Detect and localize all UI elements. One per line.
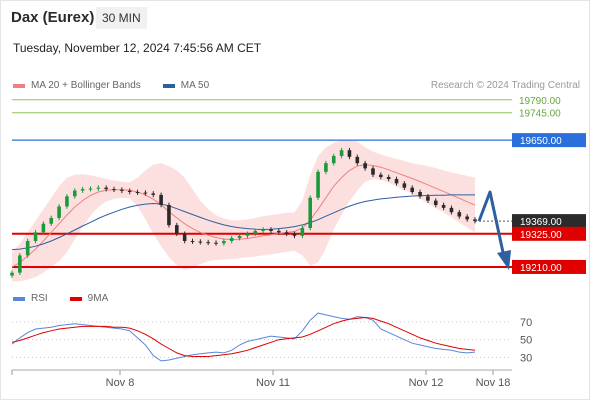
ma50-line bbox=[11, 194, 475, 251]
candle-body bbox=[229, 238, 234, 241]
candle-body bbox=[237, 235, 242, 239]
candle-body bbox=[465, 216, 469, 220]
level-label: 19650.00 bbox=[520, 136, 562, 147]
bollinger-band bbox=[12, 139, 475, 282]
level-label: 19325.00 bbox=[520, 230, 562, 241]
ma20-swatch bbox=[13, 83, 25, 88]
level-label: 19790.00 bbox=[519, 96, 561, 107]
candle-body bbox=[441, 204, 446, 208]
candle-body bbox=[433, 200, 438, 205]
candle-body bbox=[65, 196, 69, 207]
candle-body bbox=[449, 207, 454, 213]
candle-body bbox=[284, 232, 289, 234]
level-tag bbox=[512, 133, 586, 148]
candle-body bbox=[300, 228, 305, 236]
candle-body bbox=[363, 163, 367, 169]
ma50-swatch bbox=[162, 83, 175, 88]
legend-rsi-label: RSI bbox=[31, 293, 48, 304]
rsi-tick-label: 30 bbox=[520, 352, 532, 364]
candle-body bbox=[308, 197, 313, 229]
candle-body bbox=[386, 177, 391, 180]
candle-body bbox=[72, 190, 77, 197]
candle-body bbox=[245, 233, 250, 236]
candle-body bbox=[222, 241, 226, 244]
candle-body bbox=[418, 192, 422, 197]
candle-body bbox=[120, 189, 124, 191]
candle-body bbox=[214, 242, 218, 244]
candle-body bbox=[18, 255, 22, 273]
candle-body bbox=[198, 241, 203, 243]
candle-body bbox=[394, 179, 399, 184]
candle-body bbox=[159, 194, 163, 205]
candle-body bbox=[190, 241, 195, 242]
x-tick-label: Nov 12 bbox=[409, 377, 444, 389]
candle-body bbox=[277, 230, 281, 233]
candle-body bbox=[457, 212, 462, 217]
candle-body bbox=[112, 189, 116, 191]
candle-body bbox=[331, 155, 336, 164]
candle-body bbox=[402, 183, 407, 188]
candle-body bbox=[174, 225, 179, 234]
level-tag bbox=[512, 226, 586, 241]
candle-body bbox=[324, 163, 328, 172]
x-tick-label: Nov 18 bbox=[476, 377, 511, 389]
timestamp: Tuesday, November 12, 2024 7:45:56 AM CE… bbox=[13, 41, 262, 55]
candle-body bbox=[135, 192, 140, 193]
candle-body bbox=[269, 229, 273, 231]
level-label: 19369.00 bbox=[520, 217, 562, 228]
candle-body bbox=[57, 206, 61, 218]
level-label: 19210.00 bbox=[520, 263, 562, 274]
rsi-line bbox=[11, 312, 476, 362]
candle-body bbox=[379, 174, 383, 178]
rsi-ma9-line bbox=[11, 316, 476, 357]
level-label: 19745.00 bbox=[519, 109, 561, 120]
rsi-tick-label: 70 bbox=[520, 317, 532, 329]
level-tag bbox=[512, 259, 586, 274]
projection-arrowhead bbox=[497, 249, 511, 270]
projection-arrow bbox=[477, 190, 506, 258]
candle-body bbox=[316, 171, 320, 198]
candle-body bbox=[426, 196, 430, 201]
candle-body bbox=[261, 229, 265, 231]
candle-body bbox=[339, 150, 344, 156]
candle-body bbox=[473, 219, 477, 222]
candle-body bbox=[371, 168, 375, 175]
candle-body bbox=[151, 193, 156, 195]
level-tag bbox=[512, 214, 586, 229]
candle-body bbox=[88, 188, 93, 190]
ma20-line bbox=[11, 164, 476, 268]
x-tick-label: Nov 11 bbox=[256, 377, 290, 389]
candle-body bbox=[41, 223, 46, 233]
candle-body bbox=[206, 242, 210, 244]
main-legend: MA 20 + Bollinger Bands MA 50 bbox=[13, 80, 209, 91]
x-tick-label: Nov 8 bbox=[106, 377, 135, 389]
candle-body bbox=[33, 232, 38, 241]
rsi-tick-label: 50 bbox=[520, 335, 532, 347]
legend-ma20-label: MA 20 + Bollinger Bands bbox=[31, 80, 141, 91]
instrument-title: Dax (Eurex) bbox=[11, 9, 95, 26]
candle-body bbox=[49, 217, 54, 224]
legend-ma50-label: MA 50 bbox=[180, 80, 210, 91]
candle-body bbox=[80, 189, 85, 191]
candle-body bbox=[167, 204, 171, 226]
candle-body bbox=[182, 233, 187, 241]
ma9-swatch bbox=[69, 296, 82, 301]
candle-body bbox=[104, 187, 108, 190]
timeframe-badge[interactable]: 30 MIN bbox=[96, 7, 147, 29]
candle-body bbox=[355, 156, 360, 164]
candle-body bbox=[410, 187, 415, 192]
candle-body bbox=[143, 192, 148, 194]
candle-body bbox=[292, 233, 297, 236]
candle-body bbox=[253, 230, 258, 234]
candle-body bbox=[25, 241, 30, 256]
candle-body bbox=[347, 150, 352, 157]
credit-text: Research © 2024 Trading Central bbox=[430, 80, 580, 91]
rsi-swatch bbox=[13, 296, 25, 301]
rsi-legend: RSI 9MA bbox=[13, 293, 108, 304]
candle-body bbox=[10, 272, 14, 276]
candle-body bbox=[127, 190, 132, 192]
legend-ma9-label: 9MA bbox=[87, 293, 109, 304]
candle-body bbox=[96, 187, 101, 189]
